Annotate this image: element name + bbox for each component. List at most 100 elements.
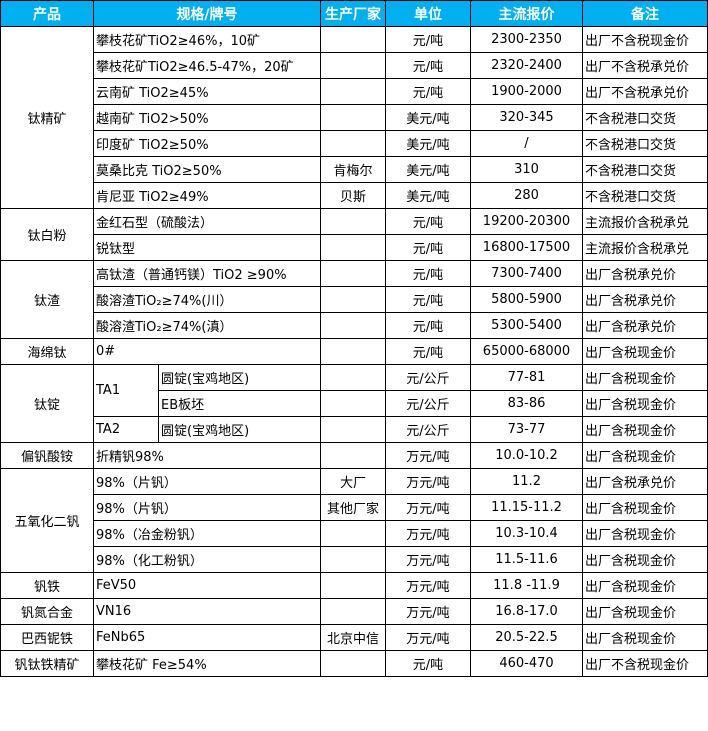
spec-cell[interactable]: 98%（片钒）: [93, 494, 321, 521]
header-maker[interactable]: 生产厂家: [320, 0, 386, 27]
spec-cell[interactable]: 98%（片钒）: [93, 468, 321, 495]
spec-cell[interactable]: 98%（化工粉钒）: [93, 546, 321, 573]
unit-cell[interactable]: 元/吨: [385, 78, 471, 105]
unit-cell[interactable]: 元/吨: [385, 650, 471, 677]
spec-cell[interactable]: 越南矿 TiO2>50%: [93, 104, 321, 131]
note-cell[interactable]: 出厂不含税承兑价: [582, 52, 708, 79]
spec-cell[interactable]: 肯尼亚 TiO2≥49%: [93, 182, 321, 209]
price-cell[interactable]: 10.3-10.4: [470, 520, 583, 547]
unit-cell[interactable]: 万元/吨: [385, 572, 471, 599]
price-cell[interactable]: 2300-2350: [470, 26, 583, 53]
price-cell[interactable]: 83-86: [470, 390, 583, 417]
spec-cell[interactable]: 攀枝花矿TiO2≥46.5-47%，20矿: [93, 52, 321, 79]
price-cell[interactable]: /: [470, 130, 583, 157]
note-cell[interactable]: 出厂含税现金价: [582, 364, 708, 391]
note-cell[interactable]: 出厂含税承兑价: [582, 468, 708, 495]
product-cell[interactable]: 海绵钛: [0, 338, 94, 365]
maker-cell[interactable]: 其他厂家: [320, 494, 386, 521]
product-cell[interactable]: 五氧化二钒: [0, 468, 94, 573]
spec-cell[interactable]: 酸溶渣TiO₂≥74%(滇）: [93, 312, 321, 339]
note-cell[interactable]: 出厂不含税现金价: [582, 26, 708, 53]
price-cell[interactable]: 11.5-11.6: [470, 546, 583, 573]
header-unit[interactable]: 单位: [385, 0, 471, 27]
header-note[interactable]: 备注: [582, 0, 708, 27]
note-cell[interactable]: 出厂不含税承兑价: [582, 78, 708, 105]
price-cell[interactable]: 65000-68000: [470, 338, 583, 365]
note-cell[interactable]: 主流报价含税承兑: [582, 208, 708, 235]
unit-cell[interactable]: 元/吨: [385, 260, 471, 287]
maker-cell[interactable]: [320, 546, 386, 573]
price-cell[interactable]: 11.15-11.2: [470, 494, 583, 521]
product-cell[interactable]: 钒铁: [0, 572, 94, 599]
price-cell[interactable]: 5300-5400: [470, 312, 583, 339]
note-cell[interactable]: 出厂含税现金价: [582, 598, 708, 625]
price-cell[interactable]: 460-470: [470, 650, 583, 677]
note-cell[interactable]: 出厂含税承兑价: [582, 312, 708, 339]
price-cell[interactable]: 1900-2000: [470, 78, 583, 105]
grade-cell[interactable]: TA1: [93, 364, 159, 417]
price-cell[interactable]: 16.8-17.0: [470, 598, 583, 625]
product-cell[interactable]: 钛精矿: [0, 26, 94, 209]
price-cell[interactable]: 280: [470, 182, 583, 209]
price-cell[interactable]: 16800-17500: [470, 234, 583, 261]
sub-spec-cell[interactable]: 圆锭(宝鸡地区): [158, 416, 321, 443]
unit-cell[interactable]: 美元/吨: [385, 156, 471, 183]
product-cell[interactable]: 钒钛铁精矿: [0, 650, 94, 677]
unit-cell[interactable]: 元/吨: [385, 52, 471, 79]
note-cell[interactable]: 出厂含税现金价: [582, 338, 708, 365]
maker-cell[interactable]: [320, 234, 386, 261]
unit-cell[interactable]: 万元/吨: [385, 546, 471, 573]
unit-cell[interactable]: 元/公斤: [385, 364, 471, 391]
maker-cell[interactable]: [320, 78, 386, 105]
header-spec[interactable]: 规格/牌号: [93, 0, 321, 27]
product-cell[interactable]: 钛白粉: [0, 208, 94, 261]
product-cell[interactable]: 偏钒酸铵: [0, 442, 94, 469]
unit-cell[interactable]: 元/公斤: [385, 390, 471, 417]
price-cell[interactable]: 11.8 -11.9: [470, 572, 583, 599]
unit-cell[interactable]: 元/吨: [385, 286, 471, 313]
note-cell[interactable]: 出厂含税承兑价: [582, 260, 708, 287]
unit-cell[interactable]: 万元/吨: [385, 624, 471, 651]
price-cell[interactable]: 320-345: [470, 104, 583, 131]
spec-cell[interactable]: 98%（冶金粉钒）: [93, 520, 321, 547]
maker-cell[interactable]: 大厂: [320, 468, 386, 495]
spec-cell[interactable]: 攀枝花矿 Fe≥54%: [93, 650, 321, 677]
note-cell[interactable]: 出厂含税现金价: [582, 572, 708, 599]
price-cell[interactable]: 2320-2400: [470, 52, 583, 79]
header-price[interactable]: 主流报价: [470, 0, 583, 27]
note-cell[interactable]: 出厂不含税现金价: [582, 650, 708, 677]
maker-cell[interactable]: [320, 416, 386, 443]
note-cell[interactable]: 主流报价含税承兑: [582, 234, 708, 261]
price-cell[interactable]: 5800-5900: [470, 286, 583, 313]
maker-cell[interactable]: [320, 390, 386, 417]
spec-cell[interactable]: 锐钛型: [93, 234, 321, 261]
maker-cell[interactable]: [320, 572, 386, 599]
note-cell[interactable]: 出厂含税现金价: [582, 624, 708, 651]
product-cell[interactable]: 钒氮合金: [0, 598, 94, 625]
note-cell[interactable]: 不含税港口交货: [582, 156, 708, 183]
maker-cell[interactable]: [320, 104, 386, 131]
unit-cell[interactable]: 美元/吨: [385, 182, 471, 209]
maker-cell[interactable]: [320, 286, 386, 313]
grade-cell[interactable]: TA2: [93, 416, 159, 443]
price-cell[interactable]: 7300-7400: [470, 260, 583, 287]
header-product[interactable]: 产品: [0, 0, 94, 27]
maker-cell[interactable]: [320, 650, 386, 677]
note-cell[interactable]: 不含税港口交货: [582, 182, 708, 209]
unit-cell[interactable]: 元/吨: [385, 208, 471, 235]
unit-cell[interactable]: 万元/吨: [385, 468, 471, 495]
note-cell[interactable]: 不含税港口交货: [582, 130, 708, 157]
price-cell[interactable]: 10.0-10.2: [470, 442, 583, 469]
price-cell[interactable]: 73-77: [470, 416, 583, 443]
spec-cell[interactable]: 0#: [93, 338, 321, 365]
maker-cell[interactable]: [320, 442, 386, 469]
spec-cell[interactable]: 印度矿 TiO2≥50%: [93, 130, 321, 157]
maker-cell[interactable]: [320, 338, 386, 365]
note-cell[interactable]: 不含税港口交货: [582, 104, 708, 131]
spec-cell[interactable]: 云南矿 TiO2≥45%: [93, 78, 321, 105]
note-cell[interactable]: 出厂含税承兑价: [582, 286, 708, 313]
price-cell[interactable]: 77-81: [470, 364, 583, 391]
note-cell[interactable]: 出厂含税现金价: [582, 442, 708, 469]
unit-cell[interactable]: 元/公斤: [385, 416, 471, 443]
maker-cell[interactable]: [320, 312, 386, 339]
